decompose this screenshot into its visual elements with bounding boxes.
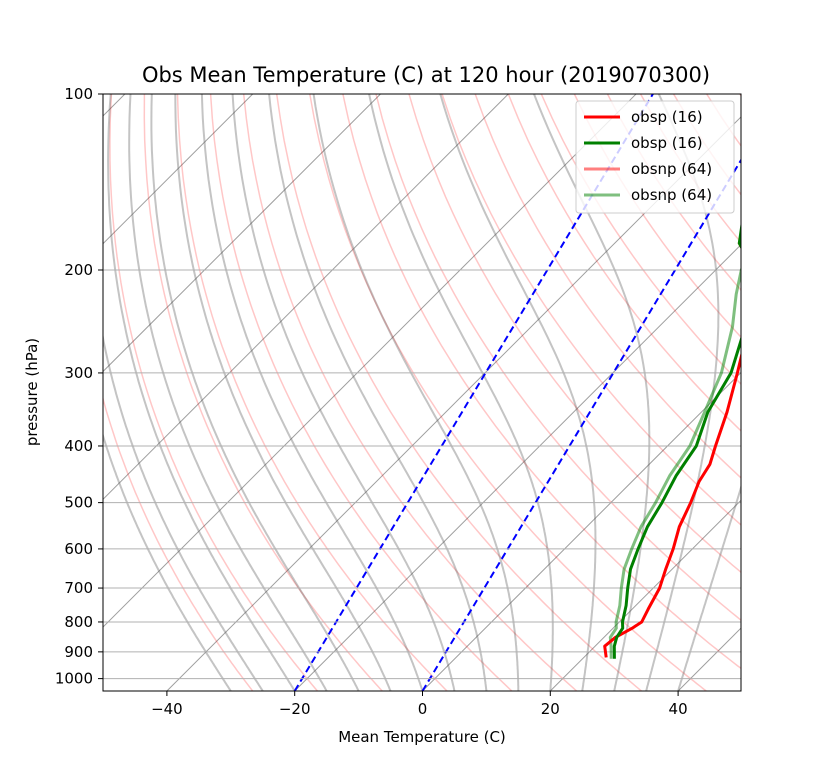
- y-tick-label: 800: [64, 613, 93, 631]
- isotherm-line: [103, 94, 637, 628]
- dry-adiabat-line: [573, 94, 741, 339]
- y-tick-label: 400: [64, 437, 93, 455]
- moist-adiabat-line: [107, 94, 296, 691]
- moist-adiabat-line: [231, 94, 456, 691]
- dry-adiabat-line: [540, 94, 741, 386]
- y-tick-label: 500: [64, 494, 93, 512]
- y-axis: 100 200 300 400 500 600 700 800 900 1000: [55, 85, 103, 688]
- x-axis: −40 −20 0 20 40: [151, 691, 688, 718]
- dry-adiabat-line: [441, 94, 741, 526]
- moist-adiabat-line: [677, 484, 741, 691]
- isotherm-line: [294, 243, 741, 691]
- isotherm-line: [103, 94, 381, 373]
- chart-title: Obs Mean Temperature (C) at 120 hour (20…: [142, 63, 710, 87]
- isotherm-line: [103, 94, 509, 501]
- dry-adiabat-line: [242, 94, 578, 691]
- y-tick-label: 200: [64, 261, 93, 279]
- mixing-ratio-line: [421, 158, 741, 691]
- legend-label: obsp (16): [631, 108, 703, 126]
- moist-adiabat-line: [103, 333, 264, 691]
- dry-adiabat-line: [143, 94, 383, 691]
- y-tick-label: 300: [64, 364, 93, 382]
- dry-adiabat-line: [375, 94, 741, 622]
- moist-adiabat-line: [200, 94, 424, 691]
- x-tick-label: −40: [151, 700, 183, 718]
- pressure-gridlines: [103, 94, 741, 680]
- dry-adiabat-line: [275, 94, 642, 691]
- legend-label: obsp (16): [631, 134, 703, 152]
- moist-adiabat-line: [368, 94, 554, 691]
- x-tick-label: 40: [669, 700, 688, 718]
- moist-adiabat-line: [439, 94, 597, 691]
- moist-adiabat-line: [174, 94, 392, 691]
- x-tick-label: −20: [279, 700, 311, 718]
- moist-adiabat-line: [128, 94, 328, 691]
- y-tick-label: 1000: [55, 670, 93, 688]
- y-tick-label: 700: [64, 579, 93, 597]
- x-tick-label: 0: [418, 700, 428, 718]
- dry-adiabat-line: [103, 396, 254, 691]
- legend: obsp (16) obsp (16) obsnp (64) obsnp (64): [575, 100, 735, 214]
- dry-adiabat-line: [408, 94, 741, 574]
- y-tick-label: 100: [64, 85, 93, 103]
- x-tick-label: 20: [541, 700, 560, 718]
- moist-adiabat-line: [645, 94, 720, 691]
- legend-label: obsnp (64): [631, 160, 712, 178]
- x-axis-label: Mean Temperature (C): [338, 728, 506, 746]
- dry-adiabat-line: [507, 94, 741, 432]
- background-lines: [103, 94, 741, 691]
- dry-adiabat-line: [209, 94, 513, 691]
- dry-adiabat-line: [342, 94, 741, 670]
- moist-adiabat-line: [312, 94, 520, 691]
- moist-adiabat-line: [150, 94, 360, 691]
- moist-adiabat-line: [103, 432, 232, 691]
- dry-adiabat-line: [309, 94, 707, 691]
- mixing-ratio-line: [293, 94, 654, 691]
- y-tick-label: 600: [64, 540, 93, 558]
- series-line-2: [612, 220, 741, 659]
- moist-adiabat-line: [268, 94, 488, 691]
- dry-adiabat-line: [176, 94, 448, 691]
- legend-box: [575, 100, 735, 214]
- y-axis-label: pressure (hPa): [23, 338, 41, 446]
- isotherm-line: [549, 499, 741, 691]
- dry-adiabat-line: [109, 94, 318, 691]
- y-tick-label: 900: [64, 643, 93, 661]
- isotherm-line: [103, 94, 254, 245]
- legend-label: obsnp (64): [631, 186, 712, 204]
- series-line-4: [608, 266, 741, 659]
- dry-adiabat-line: [474, 94, 741, 479]
